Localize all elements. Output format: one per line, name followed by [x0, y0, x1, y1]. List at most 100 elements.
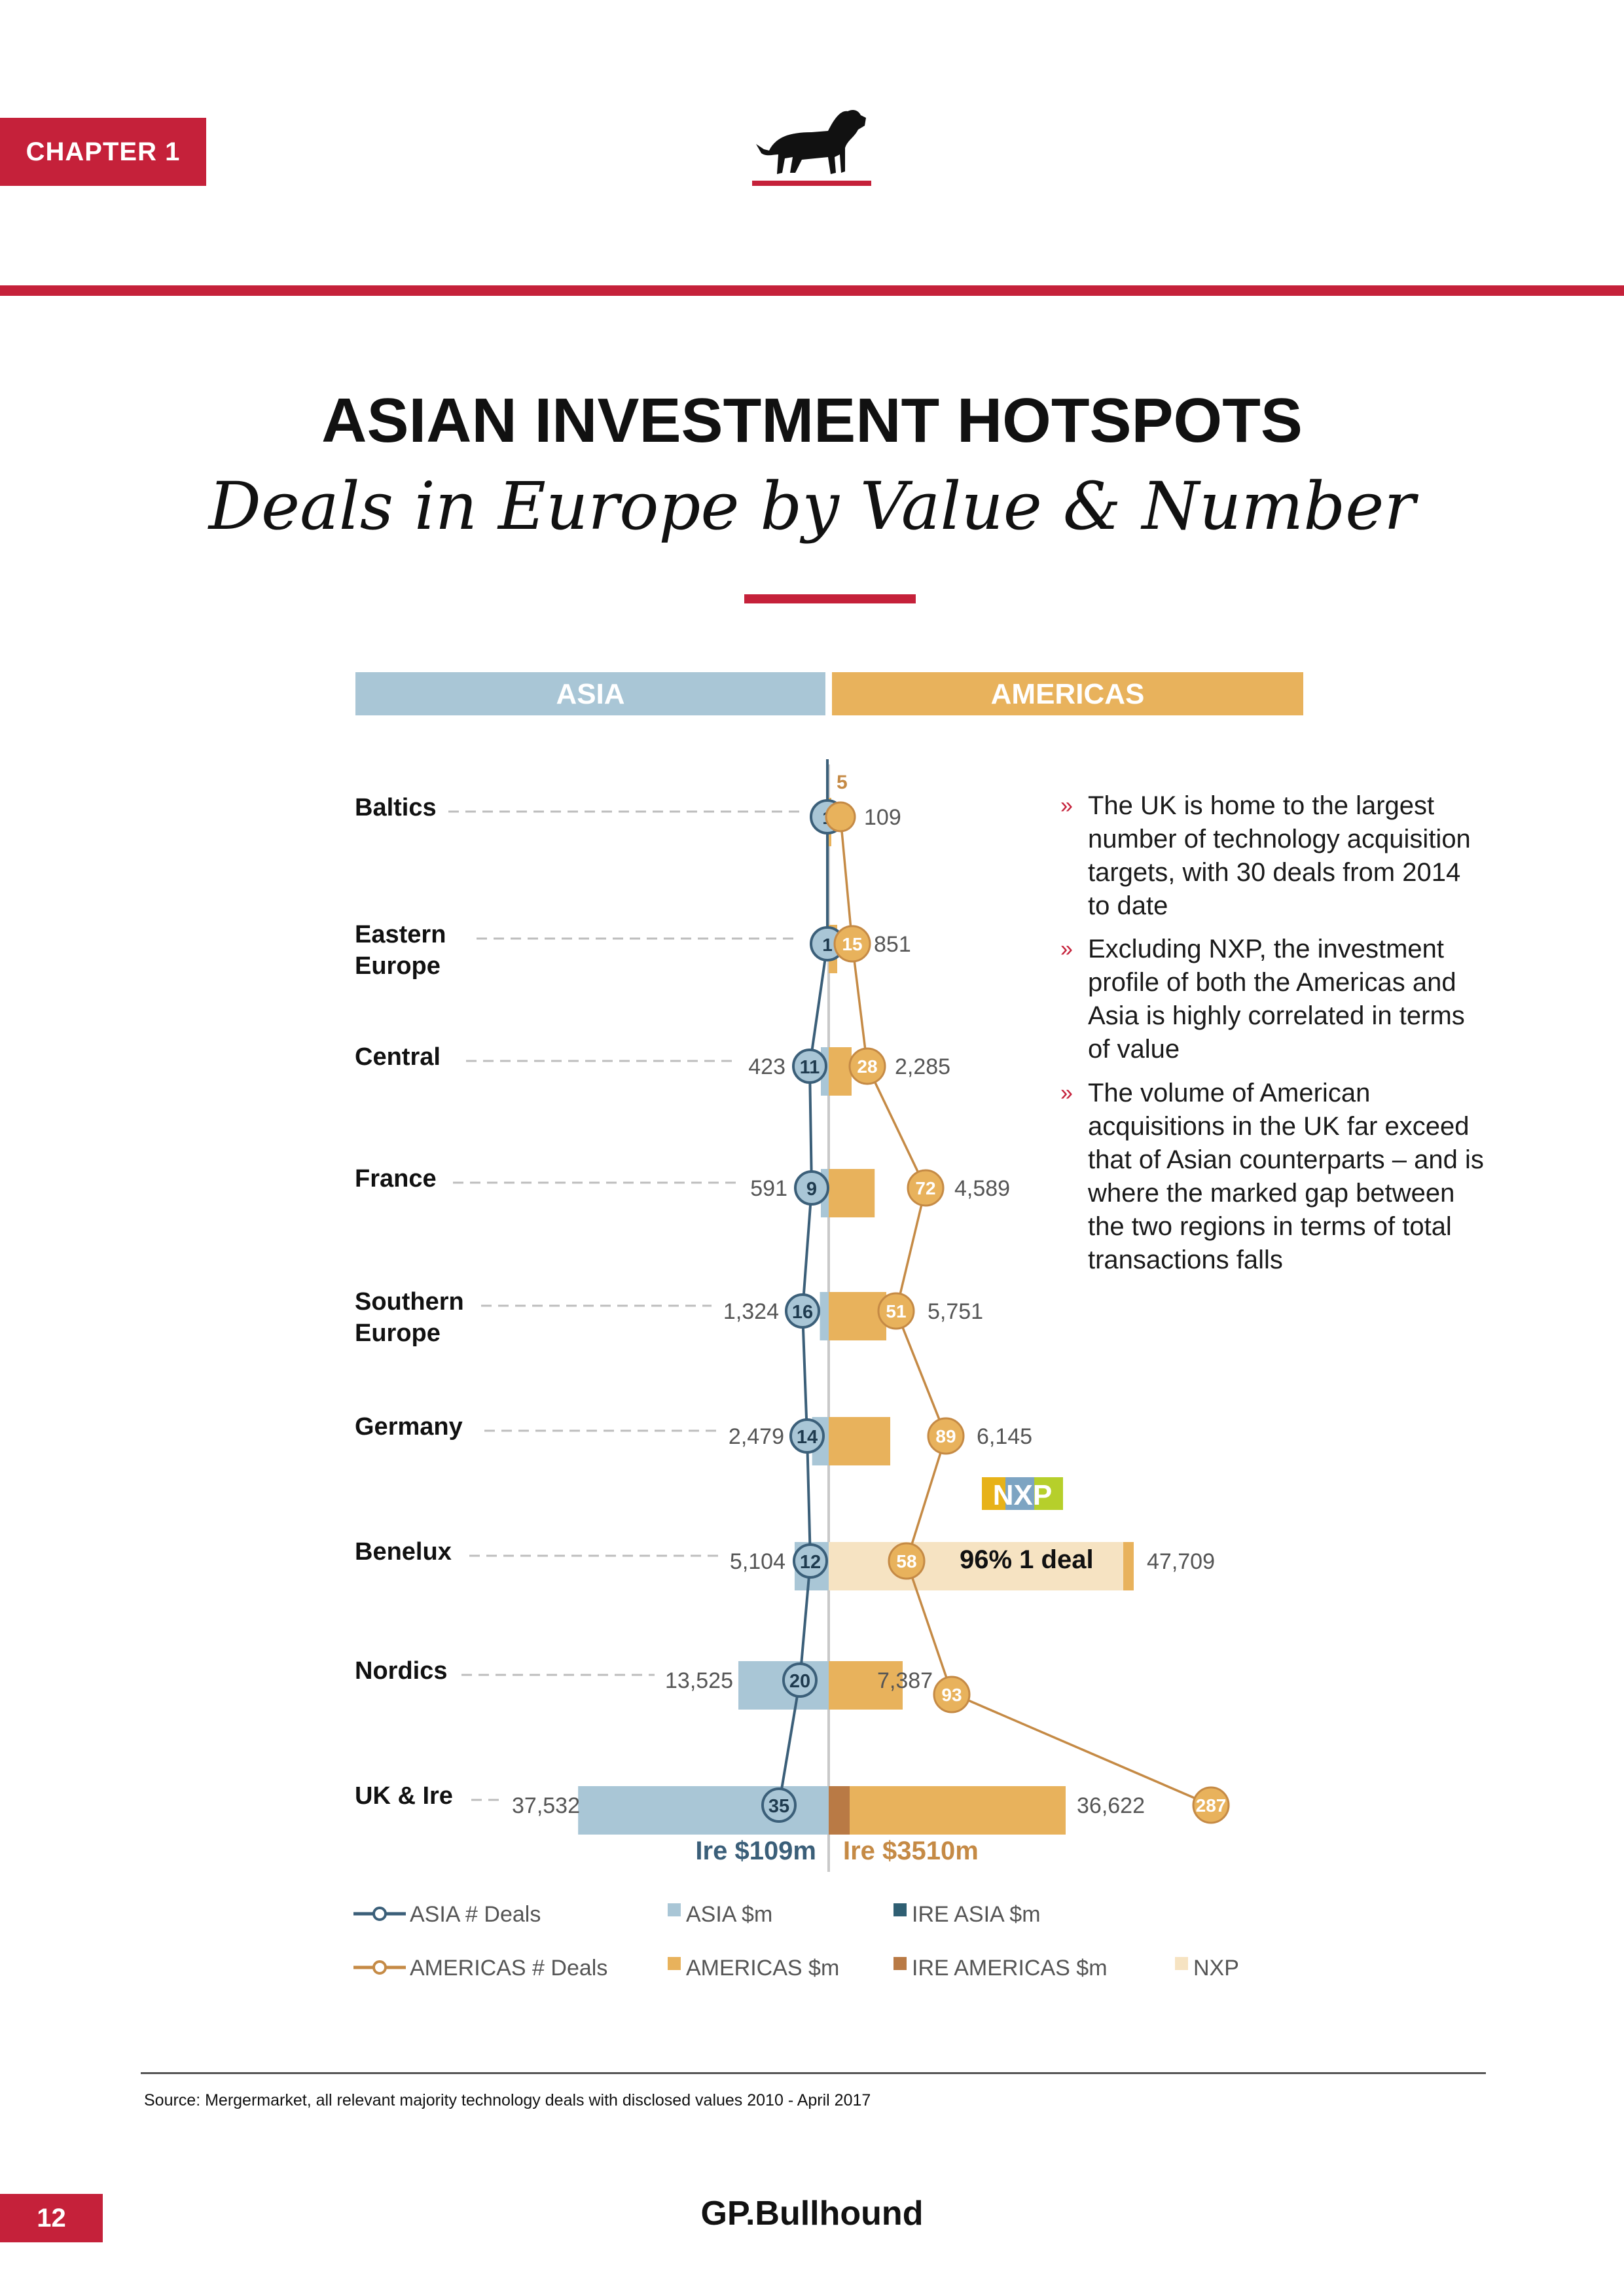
americas-value-bar — [1123, 1542, 1134, 1590]
americas-value-bar — [829, 1661, 903, 1710]
legend-square-swatch — [1175, 1957, 1188, 1970]
americas-deals-marker — [933, 1676, 971, 1713]
americas-deals-marker — [877, 1292, 915, 1330]
nxp-logo-text: NXP — [993, 1479, 1052, 1511]
americas-deals-label: 15 — [842, 934, 862, 954]
bulldog-icon — [749, 92, 874, 190]
bullet-text: The volume of American acquisitions in t… — [1088, 1079, 1484, 1274]
americas-deals-marker — [825, 801, 856, 833]
nxp-logo-x — [1005, 1477, 1034, 1510]
asia-value-label: 5,104 — [730, 1549, 785, 1574]
category-label: Europe — [355, 952, 441, 980]
ire-americas-label: Ire $3510m — [843, 1837, 979, 1865]
americas-value-label: 2,285 — [895, 1054, 950, 1079]
asia-deals-marker — [785, 1293, 820, 1329]
legend-marker-swatch — [372, 1960, 387, 1975]
bullet-item: » The volume of American acquisitions in… — [1060, 1077, 1486, 1277]
legend-label: ASIA # Deals — [410, 1902, 541, 1927]
source-rule — [141, 2072, 1486, 2074]
legend-marker-swatch — [372, 1907, 387, 1921]
asia-deals-label: 1 — [822, 935, 833, 955]
bullet-marker-icon: » — [1060, 937, 1073, 961]
americas-deals-marker — [848, 1047, 886, 1085]
americas-deals-label: 72 — [915, 1178, 935, 1198]
asia-value-label: 13,525 — [665, 1668, 733, 1693]
americas-value-label: 109 — [864, 805, 901, 830]
category-label: UK & Ire — [355, 1782, 453, 1810]
ire-asia-label: Ire $109m — [695, 1837, 816, 1865]
legend-label: IRE AMERICAS $m — [912, 1956, 1108, 1981]
americas-deals-label: 58 — [896, 1551, 916, 1571]
page-title: ASIAN INVESTMENT HOTSPOTS — [321, 386, 1303, 456]
americas-deals-label: 28 — [857, 1056, 877, 1077]
americas-value-bar — [850, 1786, 1066, 1835]
asia-deals-marker — [782, 1662, 818, 1698]
legend-square-swatch — [893, 1903, 907, 1916]
asia-panel-header — [355, 672, 825, 715]
asia-value-label: 2,479 — [729, 1424, 784, 1449]
legend-label: IRE ASIA $m — [912, 1902, 1041, 1927]
americas-value-bar — [829, 1047, 852, 1096]
bullet-marker-icon: » — [1060, 793, 1073, 818]
legend-square-swatch — [668, 1903, 681, 1916]
asia-deals-marker — [793, 1543, 828, 1579]
category-label: Eastern — [355, 921, 446, 948]
americas-panel-header — [832, 672, 1303, 715]
americas-value-label: 4,589 — [954, 1176, 1010, 1201]
asia-deals-label: 9 — [806, 1179, 817, 1200]
americas-value-bar — [829, 1292, 886, 1340]
page-number: 12 — [0, 2194, 103, 2242]
americas-deals-label: 89 — [935, 1426, 956, 1446]
header-rule — [0, 285, 1624, 296]
asia-deals-marker — [761, 1787, 797, 1823]
asia-value-label: 37,532 — [512, 1793, 580, 1818]
legend-square-swatch — [668, 1957, 681, 1970]
asia-deals-label: 16 — [792, 1302, 813, 1323]
legend-label: ASIA $m — [686, 1902, 772, 1927]
chapter-tag: CHAPTER 1 — [0, 118, 206, 186]
bullet-text: Excluding NXP, the investment profile of… — [1088, 935, 1465, 1064]
bullet-item: » The UK is home to the largest number o… — [1060, 789, 1486, 923]
asia-value-label: 1,324 — [723, 1299, 779, 1324]
americas-deals-marker — [927, 1417, 965, 1455]
americas-deals-marker — [833, 925, 871, 963]
americas-value-label: 851 — [874, 932, 911, 957]
americas-deals-label: 51 — [886, 1301, 906, 1321]
nxp-share-label: 96% 1 deal — [960, 1545, 1094, 1574]
americas-value-label: 47,709 — [1147, 1549, 1215, 1574]
legend-square-swatch — [893, 1957, 907, 1970]
bullet-marker-icon: » — [1060, 1081, 1073, 1105]
legend-label: NXP — [1193, 1956, 1239, 1981]
asia-deals-label: 11 — [800, 1057, 820, 1078]
title-rule — [744, 594, 916, 603]
asia-deals-label: 35 — [768, 1796, 789, 1817]
legend-label: AMERICAS # Deals — [410, 1956, 607, 1981]
category-label: France — [355, 1165, 437, 1193]
asia-deals-line — [778, 759, 829, 1806]
asia-deals-marker — [794, 1170, 829, 1206]
ire-americas-bar — [829, 1786, 850, 1835]
americas-value-label: 6,145 — [977, 1424, 1032, 1449]
americas-deals-label: 287 — [1196, 1795, 1227, 1816]
nxp-bar — [829, 1542, 1123, 1590]
category-label: Germany — [355, 1413, 463, 1441]
bullet-item: » Excluding NXP, the investment profile … — [1060, 933, 1486, 1066]
nxp-logo-p — [1034, 1477, 1063, 1510]
americas-value-label: 5,751 — [928, 1299, 983, 1324]
asia-deals-label: 12 — [800, 1552, 821, 1573]
page-subtitle: Deals in Europe by Value & Number — [208, 468, 1416, 545]
bullet-text: The UK is home to the largest number of … — [1088, 791, 1471, 920]
americas-value-bar — [829, 1417, 891, 1465]
asia-panel-label: ASIA — [556, 678, 624, 710]
asia-value-label: 591 — [750, 1176, 787, 1201]
americas-deals-label: 93 — [941, 1685, 962, 1705]
category-label: Southern — [355, 1288, 464, 1316]
legend-label: AMERICAS $m — [686, 1956, 839, 1981]
asia-deals-marker — [792, 1049, 827, 1084]
asia-value-label: 423 — [748, 1054, 785, 1079]
americas-value-label: 7,387 — [877, 1668, 933, 1693]
americas-deals-marker — [888, 1542, 926, 1580]
asia-value-bar — [820, 1292, 829, 1340]
americas-deals-label: 5 — [837, 772, 848, 793]
deals-chart: ASIA AMERICAS Baltics Eastern Europe Central F… — [353, 672, 1303, 1981]
